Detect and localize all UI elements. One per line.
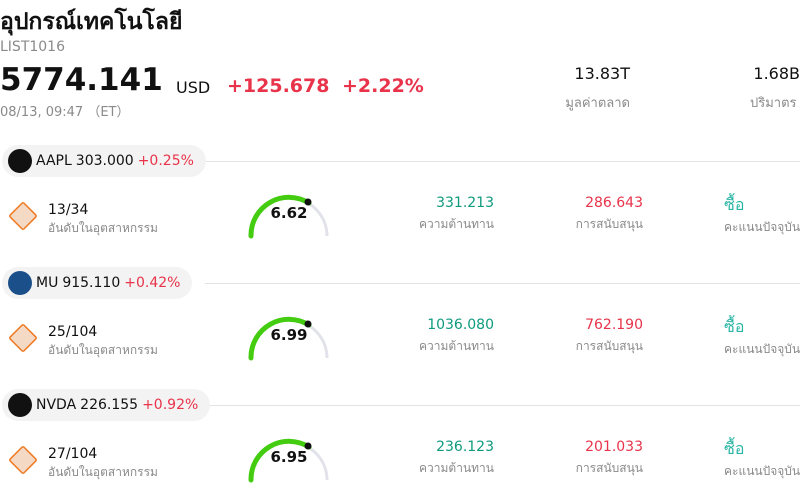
signal: ซื้อ bbox=[724, 439, 745, 458]
stock-change: +0.42% bbox=[124, 275, 181, 291]
resistance: 236.123 bbox=[436, 439, 494, 455]
resistance-label: ความต้านทาน bbox=[419, 461, 494, 475]
resistance-label: ความต้านทาน bbox=[419, 217, 494, 231]
support: 201.033 bbox=[585, 439, 643, 455]
stock-pill[interactable]: AAPL 303.000 +0.25% bbox=[2, 145, 206, 177]
signal-label: คะแนนปัจจุบัน bbox=[724, 220, 800, 234]
time: 08/13, 09:47 （ET） bbox=[0, 105, 130, 120]
stock-price: 915.110 bbox=[62, 275, 121, 291]
volume: 1.68B bbox=[753, 64, 800, 83]
stock-change: +0.92% bbox=[142, 397, 199, 413]
gauge bbox=[247, 436, 331, 486]
gauge-dot bbox=[304, 442, 312, 450]
gauge-arc bbox=[248, 194, 329, 239]
separator bbox=[205, 161, 800, 162]
separator bbox=[205, 405, 800, 406]
resistance: 1036.080 bbox=[427, 317, 494, 333]
support-label: การสนับสนุน bbox=[575, 217, 643, 231]
rank-label: อันดับในอุตสาหกรรม bbox=[48, 343, 158, 357]
support-label: การสนับสนุน bbox=[575, 461, 643, 475]
rank-icon bbox=[8, 323, 38, 353]
rank: 13/34 bbox=[48, 202, 89, 218]
market-cap: 13.83T bbox=[574, 64, 630, 83]
score: 6.95 bbox=[270, 448, 308, 466]
ticker: AAPL bbox=[36, 153, 72, 169]
stock-pill[interactable]: NVDA 226.155 +0.92% bbox=[2, 389, 211, 421]
stock-pill[interactable]: MU 915.110 +0.42% bbox=[2, 267, 193, 299]
stock-change: +0.25% bbox=[137, 153, 194, 169]
gauge-fill bbox=[248, 194, 312, 239]
gauge-dot bbox=[304, 320, 312, 328]
rank-label: อันดับในอุตสาหกรรม bbox=[48, 221, 158, 235]
separator bbox=[205, 283, 800, 284]
change-pct: +2.22% bbox=[342, 75, 424, 97]
stock-price: 226.155 bbox=[80, 397, 139, 413]
gauge-fill bbox=[248, 316, 312, 361]
rank: 27/104 bbox=[48, 446, 98, 462]
support: 762.190 bbox=[585, 317, 643, 333]
market-cap-label: มูลค่าตลาด bbox=[565, 96, 630, 111]
currency: USD bbox=[176, 78, 211, 97]
gauge-dot bbox=[304, 198, 312, 206]
stock-logo bbox=[8, 393, 32, 417]
volume-label: ปริมาตร bbox=[750, 96, 797, 111]
support-label: การสนับสนุน bbox=[575, 339, 643, 353]
gauge bbox=[247, 314, 331, 364]
code: LIST1016 bbox=[0, 39, 65, 55]
gauge bbox=[247, 192, 331, 242]
ticker: NVDA bbox=[36, 397, 77, 413]
rank: 25/104 bbox=[48, 324, 98, 340]
support: 286.643 bbox=[585, 195, 643, 211]
score: 6.62 bbox=[270, 204, 308, 222]
stock-price: 303.000 bbox=[75, 153, 134, 169]
resistance: 331.213 bbox=[436, 195, 494, 211]
resistance-label: ความต้านทาน bbox=[419, 339, 494, 353]
score: 6.99 bbox=[270, 326, 308, 344]
change: +125.678 bbox=[227, 75, 330, 97]
gauge-fill bbox=[248, 438, 312, 483]
gauge-arc bbox=[248, 316, 329, 361]
signal: ซื้อ bbox=[724, 195, 745, 214]
signal-label: คะแนนปัจจุบัน bbox=[724, 342, 800, 356]
stock-logo bbox=[8, 271, 32, 295]
ticker: MU bbox=[36, 275, 59, 291]
rank-label: อันดับในอุตสาหกรรม bbox=[48, 465, 158, 479]
gauge-arc bbox=[248, 438, 329, 483]
rank-icon bbox=[8, 445, 38, 475]
price: 5774.141 bbox=[0, 62, 163, 98]
signal: ซื้อ bbox=[724, 317, 745, 336]
signal-label: คะแนนปัจจุบัน bbox=[724, 464, 800, 478]
title: อุปกรณ์เทคโนโลยี bbox=[0, 9, 183, 35]
rank-icon bbox=[8, 201, 38, 231]
stock-logo bbox=[8, 149, 32, 173]
